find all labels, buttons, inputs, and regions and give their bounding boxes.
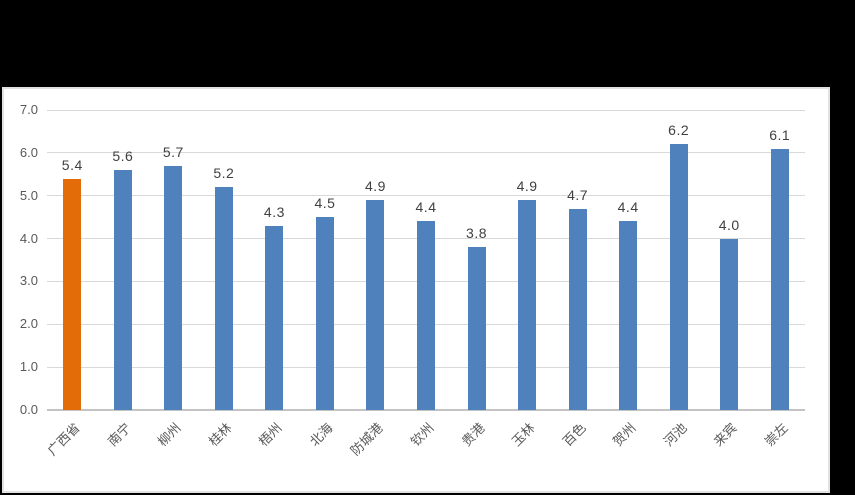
x-axis-tick-label: 柳州 xyxy=(155,420,185,450)
x-axis-tick-label: 崇左 xyxy=(761,420,791,450)
x-axis-tick-label: 百色 xyxy=(559,420,589,450)
bar-value-label: 4.4 xyxy=(415,199,437,216)
bar-广西省 xyxy=(63,178,82,410)
bar-玉林 xyxy=(518,200,537,410)
x-axis-tick-label: 南宁 xyxy=(104,420,134,450)
bar-value-label: 5.6 xyxy=(112,148,134,164)
x-axis-tick-label: 防城港 xyxy=(347,420,387,459)
plot-area: 0.0 1.0 2.0 3.0 4.0 5.0 6.0 7.0 5.4 广西省 5.6 南宁 5.7 柳州… xyxy=(20,102,805,458)
bar-北海 xyxy=(315,217,334,410)
bar-钦州 xyxy=(417,221,435,410)
y-axis-tick-label: 0.0 xyxy=(19,402,38,417)
bar-河池 xyxy=(669,144,688,410)
y-axis-tick-label: 1.0 xyxy=(19,359,38,375)
x-axis-tick-label: 贺州 xyxy=(609,420,639,450)
bar-防城港 xyxy=(366,200,385,410)
x-axis-tick-label: 广西省 xyxy=(44,420,83,459)
gridline xyxy=(47,195,805,197)
bar-贺州 xyxy=(619,221,638,410)
bar-贵港 xyxy=(467,247,486,410)
bar-value-label: 4.9 xyxy=(516,178,538,194)
bar-value-label: 5.2 xyxy=(213,165,235,182)
bar-来宾 xyxy=(720,238,739,410)
bar-value-label: 5.4 xyxy=(61,156,83,173)
bar-百色 xyxy=(568,208,587,410)
x-axis-tick-label: 钦州 xyxy=(407,420,437,450)
bar-南宁 xyxy=(113,170,132,410)
bar-value-label: 6.2 xyxy=(668,122,690,139)
chart-panel: 0.0 1.0 2.0 3.0 4.0 5.0 6.0 7.0 5.4 广西省 5.6 南宁 5.7 柳州… xyxy=(2,87,830,493)
y-axis-tick-label: 5.0 xyxy=(19,187,38,203)
bar-value-label: 4.9 xyxy=(364,178,386,194)
x-axis-tick-label: 北海 xyxy=(306,420,336,450)
bar-value-label: 4.5 xyxy=(314,195,336,212)
bar-value-label: 5.7 xyxy=(162,143,184,160)
bar-崇左 xyxy=(770,148,789,410)
x-axis-tick-label: 河池 xyxy=(660,420,690,450)
x-axis-tick-label: 桂林 xyxy=(205,420,235,450)
bar-value-label: 4.0 xyxy=(718,216,740,233)
y-axis-tick-label: 2.0 xyxy=(19,316,38,332)
y-axis-tick-label: 7.0 xyxy=(19,102,38,117)
x-axis-tick-label: 梧州 xyxy=(256,420,286,450)
y-axis-tick-label: 3.0 xyxy=(19,273,38,289)
bar-梧州 xyxy=(265,225,284,410)
bar-value-label: 3.8 xyxy=(466,225,488,242)
bar-柳州 xyxy=(164,165,183,410)
bar-value-label: 4.7 xyxy=(567,186,589,203)
bar-value-label: 4.3 xyxy=(263,203,285,220)
bar-value-label: 4.4 xyxy=(617,199,639,216)
gridline xyxy=(47,109,805,111)
bar-桂林 xyxy=(214,187,233,410)
x-axis-tick-label: 玉林 xyxy=(508,420,538,450)
gridline xyxy=(47,152,805,154)
x-axis-line xyxy=(47,409,805,411)
y-axis-tick-label: 4.0 xyxy=(19,230,38,246)
x-axis-tick-label: 贵港 xyxy=(458,420,488,450)
bar-value-label: 6.1 xyxy=(769,126,791,143)
x-axis-tick-label: 来宾 xyxy=(710,420,740,450)
y-axis-tick-label: 6.0 xyxy=(19,144,38,160)
